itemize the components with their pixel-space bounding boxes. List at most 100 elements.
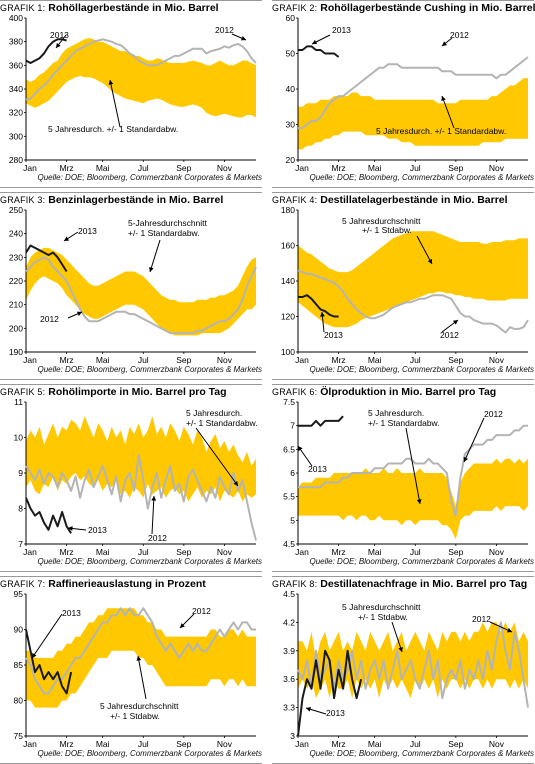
x-tick-label: Mrz — [60, 163, 74, 173]
series-2013-line — [25, 38, 67, 64]
y-tick-label: 8 — [18, 504, 23, 514]
y-tick-label: 75 — [14, 731, 24, 741]
std-dev-band — [298, 231, 528, 328]
annotation-label: 2013 — [326, 708, 345, 718]
series-2013-line — [298, 294, 339, 318]
x-tick-label: Jan — [295, 547, 309, 557]
x-tick-label: Mrz — [332, 739, 346, 749]
annotation-label: +/- 1 Stdabw. — [362, 225, 412, 235]
chart-title-text: Rohöllagerbestände Cushing in Mio. Barre… — [320, 2, 535, 14]
x-tick-label: Jul — [138, 163, 149, 173]
panel-top-rule — [0, 576, 262, 577]
annotation-label: 5 Jahresdurchschnitt — [100, 701, 179, 711]
y-tick-label: 80 — [14, 696, 24, 706]
x-tick-label: Mai — [96, 547, 110, 557]
x-tick-label: Sep — [176, 163, 191, 173]
x-tick-label: Mai — [368, 739, 382, 749]
annotation-arrowhead — [463, 456, 469, 462]
annotation-label: 2013 — [78, 226, 97, 236]
chart-panel-distillate-inventories: GRAFIK 4: Destillatelagerbestände in Mio… — [272, 192, 534, 380]
annotation-arrowhead — [136, 656, 142, 661]
y-tick-label: 9 — [18, 468, 23, 478]
annotation-arrowhead — [32, 652, 37, 658]
y-tick-label: 4.5 — [283, 539, 295, 549]
x-tick-label: Mrz — [60, 739, 74, 749]
x-tick-label: Mai — [368, 163, 382, 173]
x-tick-label: Jan — [23, 355, 37, 365]
annotation-label: 2012 — [472, 614, 491, 624]
x-tick-label: Nov — [489, 163, 505, 173]
y-tick-label: 230 — [9, 252, 23, 262]
annotation-label: 2012 — [450, 30, 469, 40]
y-tick-label: 90 — [14, 625, 24, 635]
series-2013-line — [25, 497, 72, 534]
y-tick-label: 300 — [9, 131, 23, 141]
chart-title: GRAFIK 6: Ölproduktion in Mio. Barrel pr… — [272, 386, 496, 398]
x-tick-label: Nov — [489, 547, 505, 557]
chart-label: GRAFIK 3: — [0, 195, 46, 205]
x-tick-label: Jan — [295, 163, 309, 173]
y-tick-label: 5 — [290, 515, 295, 525]
x-tick-label: Mrz — [60, 355, 74, 365]
annotation-arrow — [405, 427, 421, 505]
annotation-arrowhead — [56, 42, 61, 48]
x-tick-label: Sep — [448, 355, 463, 365]
y-tick-label: 380 — [9, 37, 23, 47]
x-tick-label: Mrz — [332, 163, 346, 173]
x-tick-label: Mai — [368, 547, 382, 557]
y-tick-label: 10 — [14, 433, 24, 443]
y-tick-label: 280 — [9, 155, 23, 165]
std-dev-band — [26, 38, 256, 118]
annotation-label: 5 Jahresdurch. — [186, 408, 242, 418]
chart-panel-cushing-inventories: GRAFIK 2: Rohöllagerbestände Cushing in … — [272, 0, 535, 188]
y-tick-label: 50 — [286, 49, 296, 59]
annotation-arrow — [31, 613, 63, 659]
std-dev-band — [298, 78, 528, 150]
annotation-label: 2013 — [324, 330, 343, 340]
chart-svg: 280 300 320 340 360 380 400 Jan Mrz Mai Jul Sep Nov 2… — [9, 13, 257, 173]
chart-title-text: Ölproduktion in Mio. Barrel pro Tag — [320, 386, 497, 398]
y-tick-label: 7.5 — [283, 397, 295, 407]
annotation-arrow — [416, 235, 433, 265]
chart-source: Quelle: DOE; Bloomberg, Commerzbank Corp… — [272, 364, 534, 380]
y-tick-label: 95 — [14, 589, 24, 599]
chart-title: GRAFIK 2: Rohöllagerbestände Cushing in … — [272, 2, 535, 14]
y-tick-label: 160 — [281, 241, 295, 251]
annotation-label: 5-Jahresdurchschnitt — [128, 218, 208, 228]
x-tick-label: Sep — [448, 163, 463, 173]
annotation-arrowhead — [312, 39, 318, 45]
y-tick-label: 120 — [281, 312, 295, 322]
chart-panel-refinery-utilization: GRAFIK 7: Raffinerieauslastung in Prozen… — [0, 576, 262, 764]
annotation-label: 2013 — [332, 25, 351, 35]
x-tick-label: Nov — [489, 739, 505, 749]
annotation-label: +/- 1 Stdabw. — [110, 711, 160, 721]
std-dev-band — [26, 247, 256, 336]
x-tick-label: Mai — [368, 355, 382, 365]
y-tick-label: 360 — [9, 60, 23, 70]
annotation-arrowhead — [320, 312, 325, 317]
y-tick-label: 60 — [286, 13, 296, 23]
x-tick-label: Nov — [489, 355, 505, 365]
y-tick-label: 190 — [9, 347, 23, 357]
x-tick-label: Jan — [23, 739, 37, 749]
y-tick-label: 85 — [14, 660, 24, 670]
y-tick-label: 30 — [286, 120, 296, 130]
annotation-arrowhead — [416, 499, 422, 504]
chart-title-text: Destillatenachfrage in Mio. Barrel pro T… — [320, 578, 528, 590]
annotation-label: 2012 — [440, 330, 459, 340]
x-tick-label: Jan — [295, 355, 309, 365]
chart-svg: 100 120 140 160 180 Jan Mrz Mai Jul Sep Nov 5 Jahre… — [281, 205, 529, 365]
series-2013-line — [298, 45, 340, 58]
annotation-label: 5 Jahresdurchschnitt — [342, 216, 421, 226]
annotation-arrowhead — [68, 526, 73, 531]
chart-title-text: Benzinlagerbestände in Mio. Barrel — [48, 194, 224, 206]
y-tick-label: 400 — [9, 13, 23, 23]
annotation-arrowhead — [108, 80, 114, 85]
annotation-arrow — [441, 95, 455, 129]
chart-label: GRAFIK 4: — [272, 195, 318, 205]
chart-source: Quelle: DOE; Bloomberg, Commerzbank Corp… — [0, 748, 262, 764]
panel-top-rule — [0, 0, 262, 1]
chart-panel-crude-inventories: GRAFIK 1: Rohöllagerbestände in Mio. Bar… — [0, 0, 262, 188]
x-tick-label: Sep — [448, 739, 463, 749]
y-tick-label: 320 — [9, 108, 23, 118]
